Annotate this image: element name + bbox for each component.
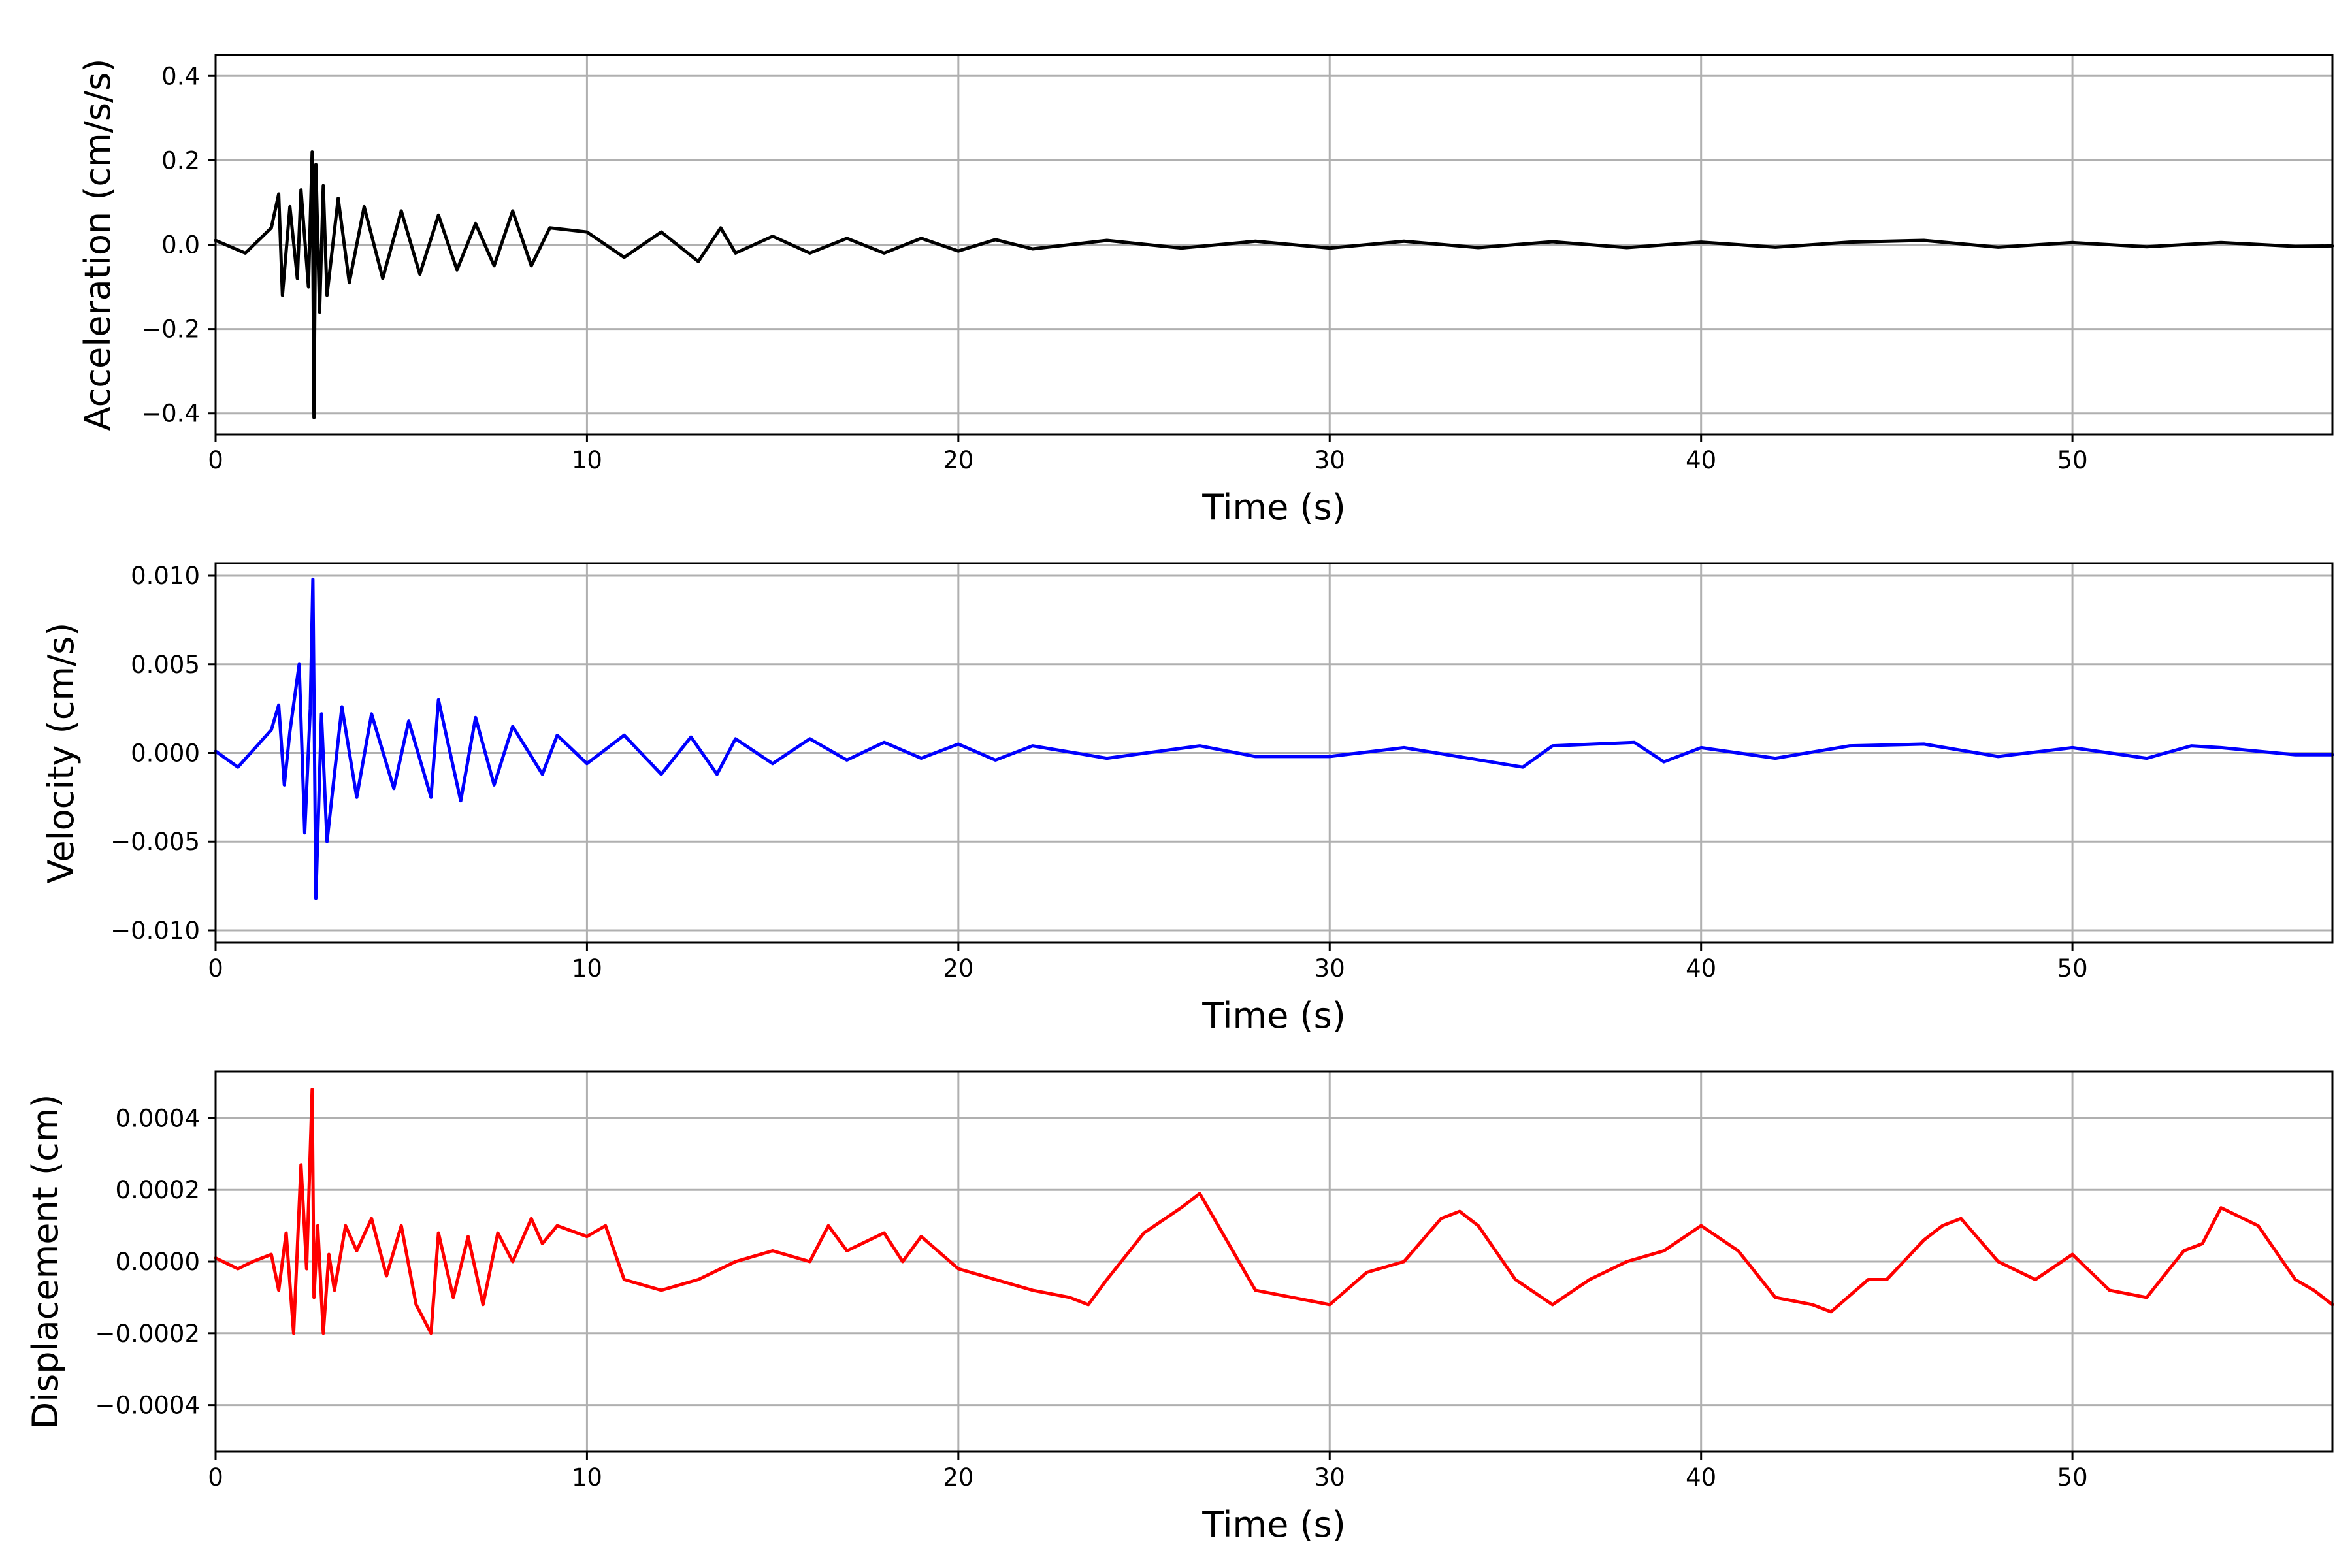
velocity-y-axis-title: Velocity (cm/s)	[41, 623, 82, 884]
acceleration-y-tick-label: −0.2	[141, 316, 200, 344]
displacement-x-tick-label: 20	[943, 1463, 973, 1492]
acceleration-y-axis-title: Acceleration (cm/s/s)	[77, 59, 118, 431]
displacement-y-tick-label: 0.0000	[116, 1248, 200, 1276]
velocity-x-tick-label: 0	[208, 955, 223, 983]
acceleration-y-tick-label: 0.0	[161, 231, 200, 259]
displacement-x-tick-label: 40	[1686, 1463, 1716, 1492]
velocity-y-tick-label: 0.010	[131, 562, 200, 590]
velocity-x-axis-title: Time (s)	[1201, 995, 1346, 1036]
acceleration-series-line	[214, 150, 2334, 419]
velocity-y-tick-label: 0.000	[131, 740, 200, 768]
velocity-x-tick-label: 50	[2057, 955, 2088, 983]
acceleration-x-tick-label: 10	[572, 446, 602, 474]
displacement-x-tick-label: 0	[208, 1463, 223, 1492]
velocity-series-line	[214, 577, 2334, 900]
displacement-x-tick-label: 30	[1315, 1463, 1345, 1492]
acceleration-x-tick-label: 50	[2057, 446, 2088, 474]
velocity-y-tick-label: 0.005	[131, 651, 200, 679]
acceleration-y-tick-label: 0.2	[161, 146, 200, 174]
velocity-panel: 0 10 20 30 40 50 −0.010 −0.005 0.000 0.005 0.010 Ti…	[41, 562, 2334, 1036]
acceleration-y-tick-label: 0.4	[161, 62, 200, 90]
displacement-panel: 0 10 20 30 40 50 −0.0004 −0.0002 0.0000 0.0002 0.0…	[25, 1070, 2334, 1545]
acceleration-x-axis-title: Time (s)	[1201, 487, 1346, 528]
velocity-x-tick-label: 20	[943, 955, 973, 983]
acceleration-panel: 0 10 20 30 40 50 −0.4 −0.2 0.0 0.2 0.4 Time (s) Acce…	[77, 54, 2334, 528]
acceleration-x-tick-label: 30	[1315, 446, 1345, 474]
acceleration-x-tick-label: 0	[208, 446, 223, 474]
velocity-x-tick-label: 30	[1315, 955, 1345, 983]
displacement-y-axis-title: Displacement (cm)	[25, 1094, 66, 1429]
displacement-x-tick-label: 10	[572, 1463, 602, 1492]
velocity-x-tick-label: 10	[572, 955, 602, 983]
displacement-y-tick-label: −0.0002	[95, 1320, 200, 1348]
acceleration-y-tick-label: −0.4	[141, 400, 200, 428]
displacement-y-tick-label: 0.0004	[116, 1104, 200, 1132]
displacement-x-tick-label: 50	[2057, 1463, 2088, 1492]
displacement-y-tick-label: −0.0004	[95, 1392, 200, 1420]
displacement-x-axis-title: Time (s)	[1201, 1504, 1346, 1545]
displacement-series-line	[214, 1088, 2334, 1335]
acceleration-x-tick-label: 40	[1686, 446, 1716, 474]
velocity-y-tick-label: −0.005	[110, 828, 200, 856]
displacement-y-tick-label: 0.0002	[116, 1176, 200, 1204]
velocity-y-tick-label: −0.010	[110, 917, 200, 945]
acceleration-x-tick-label: 20	[943, 446, 973, 474]
velocity-x-tick-label: 40	[1686, 955, 1716, 983]
